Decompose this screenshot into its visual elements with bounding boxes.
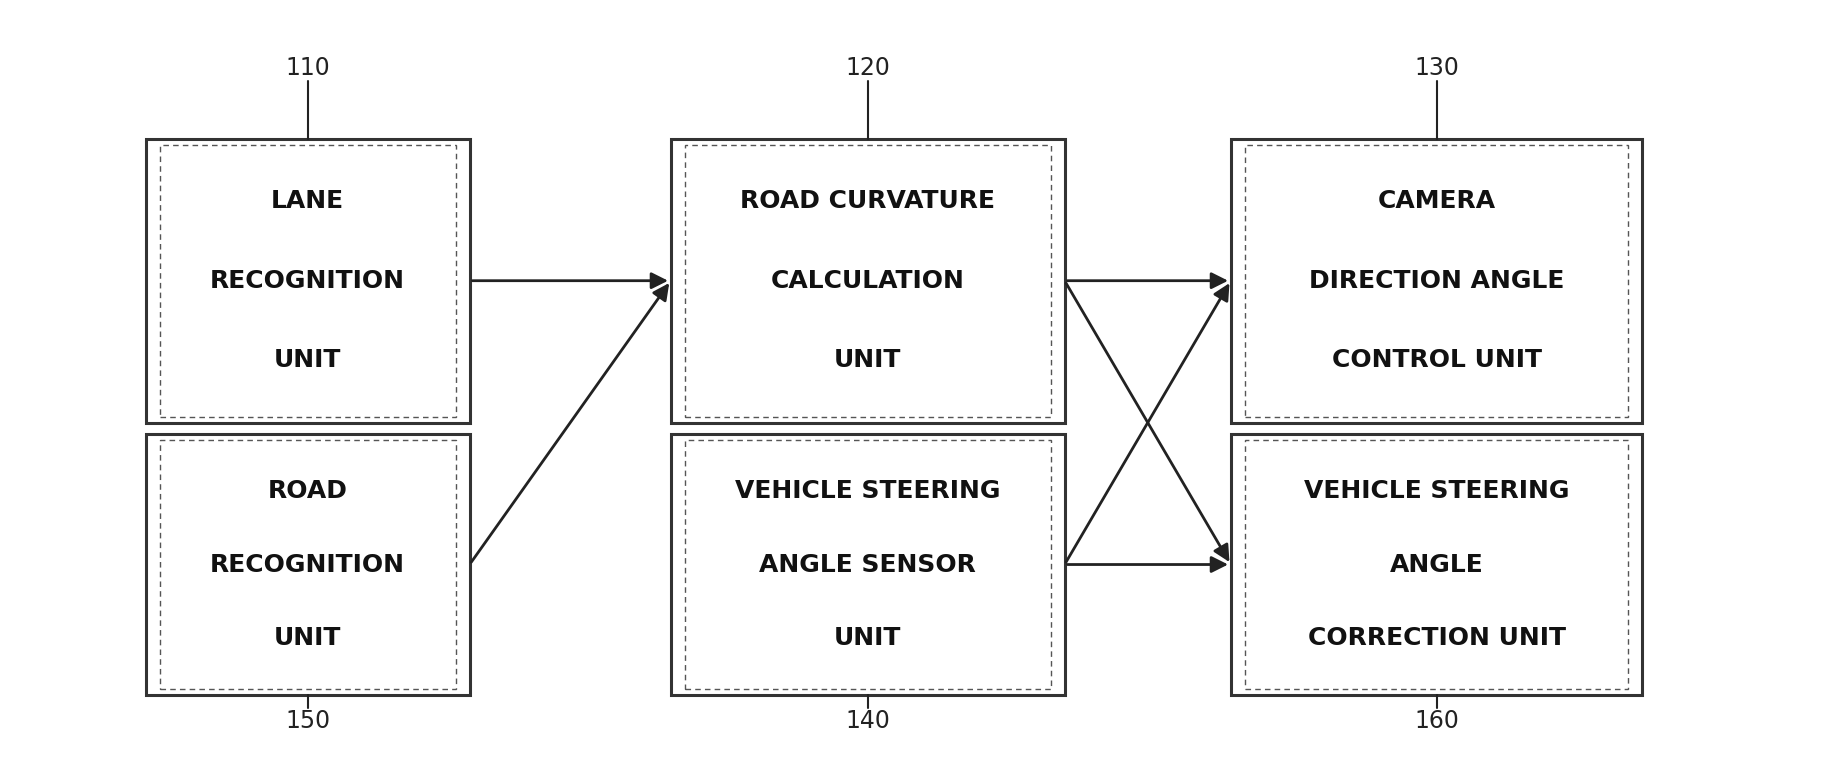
Text: ANGLE SENSOR: ANGLE SENSOR: [760, 552, 975, 576]
Text: 140: 140: [846, 710, 890, 734]
Text: RECOGNITION: RECOGNITION: [210, 552, 405, 576]
Text: VEHICLE STEERING: VEHICLE STEERING: [1303, 479, 1570, 503]
Text: UNIT: UNIT: [273, 626, 341, 650]
Bar: [146, 434, 470, 696]
Text: DIRECTION ANGLE: DIRECTION ANGLE: [1309, 268, 1564, 293]
Text: UNIT: UNIT: [835, 626, 901, 650]
Text: CONTROL UNIT: CONTROL UNIT: [1331, 349, 1542, 372]
Text: ROAD CURVATURE: ROAD CURVATURE: [740, 189, 995, 213]
Text: 150: 150: [284, 710, 330, 734]
Bar: [1245, 145, 1628, 417]
Text: 120: 120: [846, 56, 890, 80]
Text: RECOGNITION: RECOGNITION: [210, 268, 405, 293]
Bar: [685, 145, 1050, 417]
Bar: [1231, 434, 1643, 696]
Text: 110: 110: [286, 56, 330, 80]
Bar: [1231, 138, 1643, 422]
Bar: [685, 440, 1050, 689]
Text: UNIT: UNIT: [835, 349, 901, 372]
Text: ANGLE: ANGLE: [1389, 552, 1484, 576]
Text: VEHICLE STEERING: VEHICLE STEERING: [735, 479, 1001, 503]
Text: 130: 130: [1415, 56, 1458, 80]
Text: ROAD: ROAD: [268, 479, 348, 503]
Text: CORRECTION UNIT: CORRECTION UNIT: [1307, 626, 1566, 650]
Text: CALCULATION: CALCULATION: [771, 268, 964, 293]
Text: UNIT: UNIT: [273, 349, 341, 372]
Bar: [160, 440, 456, 689]
Bar: [1245, 440, 1628, 689]
Bar: [671, 138, 1065, 422]
Text: CAMERA: CAMERA: [1378, 189, 1495, 213]
Bar: [146, 138, 470, 422]
Text: 160: 160: [1415, 710, 1458, 734]
Text: LANE: LANE: [272, 189, 345, 213]
Bar: [160, 145, 456, 417]
Bar: [671, 434, 1065, 696]
